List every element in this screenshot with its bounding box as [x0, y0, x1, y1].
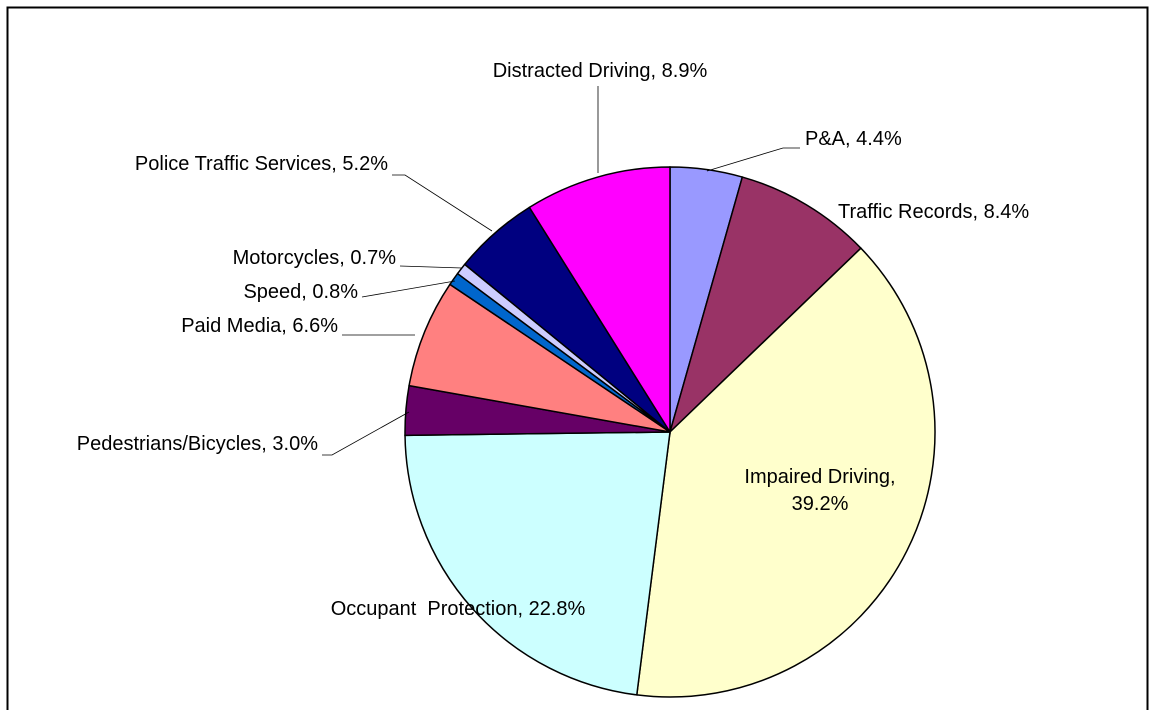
- category-name: Pedestrians/Bicycles: [77, 433, 262, 455]
- leader-line: [399, 265, 463, 269]
- pie-slice: [528, 166, 671, 435]
- category-name: Traffic Records: [838, 201, 972, 223]
- category-name: Speed: [243, 281, 301, 303]
- leader-line: [392, 174, 493, 232]
- value-label: 3.0%: [272, 433, 318, 455]
- separator: ,: [339, 247, 350, 269]
- separator: ,: [517, 598, 528, 620]
- value-label: 4.4%: [856, 128, 902, 150]
- frame: [6, 6, 1149, 710]
- slice-label: Impaired Driving, 39.2%: [744, 466, 895, 515]
- slice-label: Traffic Records, 8.4%: [838, 201, 1029, 223]
- value-label: 6.6%: [292, 315, 338, 337]
- pie-slice: [635, 247, 936, 698]
- pie-slice: [404, 431, 671, 696]
- separator: ,: [651, 60, 662, 82]
- category-name: Distracted Driving: [493, 60, 651, 82]
- category-name: Paid Media: [181, 315, 282, 337]
- value-label: 8.9%: [662, 60, 708, 82]
- category-name: Police Traffic Services: [135, 153, 331, 175]
- leader-line: [706, 147, 800, 172]
- category-name: Occupant Protection: [331, 598, 518, 620]
- value-label: 5.2%: [342, 153, 388, 175]
- separator: ,: [972, 201, 983, 223]
- slice-label: Speed, 0.8%: [243, 281, 358, 303]
- leader-line: [361, 280, 456, 298]
- value-label: 39.2%: [792, 493, 849, 515]
- slice-label: P&A, 4.4%: [805, 128, 902, 150]
- separator: ,: [890, 466, 896, 488]
- slice-label: Distracted Driving, 8.9%: [493, 60, 708, 82]
- value-label: 22.8%: [529, 598, 586, 620]
- slice-label: Occupant Protection, 22.8%: [331, 598, 586, 620]
- leader-line: [322, 411, 410, 456]
- slice-label: Paid Media, 6.6%: [181, 315, 338, 337]
- slice-label: Pedestrians/Bicycles, 3.0%: [77, 433, 318, 455]
- category-name: Impaired Driving: [744, 466, 890, 488]
- separator: ,: [281, 315, 292, 337]
- value-label: 0.8%: [312, 281, 358, 303]
- separator: ,: [301, 281, 312, 303]
- slice-label: Police Traffic Services, 5.2%: [135, 153, 388, 175]
- category-name: Motorcycles: [233, 247, 340, 269]
- slice-label: Motorcycles, 0.7%: [233, 247, 397, 269]
- separator: ,: [331, 153, 342, 175]
- pie-slice: [668, 176, 862, 435]
- category-name: P&A: [805, 128, 846, 150]
- separator: ,: [845, 128, 856, 150]
- separator: ,: [261, 433, 272, 455]
- value-label: 0.7%: [350, 247, 396, 269]
- pie-slice: [408, 283, 671, 433]
- value-label: 8.4%: [984, 201, 1030, 223]
